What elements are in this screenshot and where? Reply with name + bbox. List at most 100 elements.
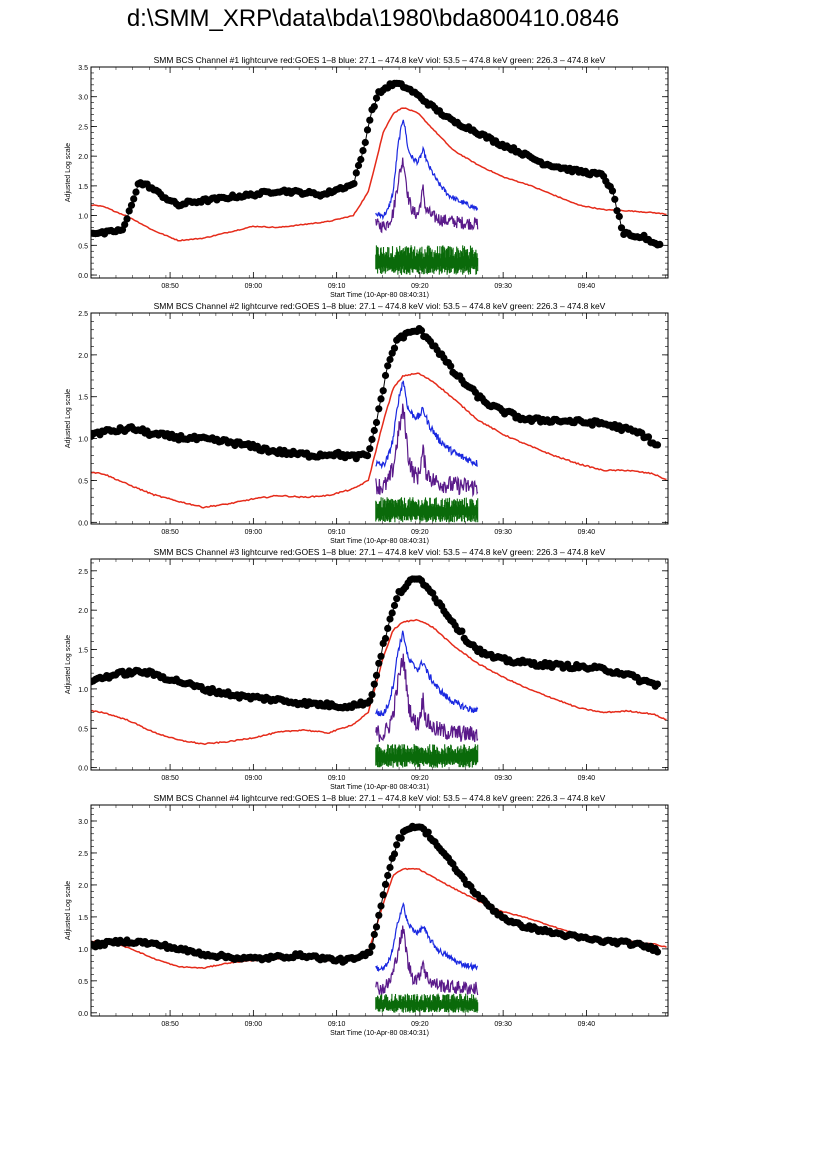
chart-title: SMM BCS Channel #4 lightcurve red:GOES 1…	[154, 793, 606, 803]
data-point	[611, 195, 619, 203]
data-point	[363, 452, 372, 460]
data-point	[375, 405, 383, 413]
plot-area	[91, 325, 667, 523]
x-tick-label: 09:10	[328, 1021, 346, 1028]
data-point	[617, 224, 626, 232]
data-point	[366, 116, 374, 124]
data-point	[352, 169, 360, 177]
x-tick-label: 08:50	[161, 529, 179, 536]
x-tick-label: 09:20	[411, 283, 429, 290]
series-green	[375, 993, 479, 1013]
series-blue	[375, 380, 478, 470]
data-point	[393, 595, 401, 603]
y-tick-label: 0.5	[78, 726, 88, 733]
data-point	[384, 362, 392, 370]
chart-title: SMM BCS Channel #3 lightcurve red:GOES 1…	[154, 547, 606, 557]
data-point	[370, 930, 378, 939]
data-point	[127, 201, 136, 209]
x-tick-label: 09:10	[328, 529, 346, 536]
y-tick-label: 1.5	[78, 184, 88, 191]
y-tick-label: 1.0	[78, 687, 88, 694]
data-point	[393, 841, 401, 849]
plot-frame	[90, 558, 669, 771]
y-tick-label: 1.0	[78, 437, 88, 444]
y-tick-label: 3.0	[78, 819, 88, 826]
plot-frame	[90, 804, 669, 1017]
chart-title: SMM BCS Channel #2 lightcurve red:GOES 1…	[154, 301, 606, 311]
chart-panel-3: SMM BCS Channel #3 lightcurve red:GOES 1…	[65, 547, 669, 791]
x-tick-label: 09:20	[411, 529, 429, 536]
data-point	[381, 634, 390, 643]
series-blue	[375, 630, 479, 717]
y-tick-label: 1.5	[78, 915, 88, 922]
y-tick-label: 0.0	[78, 766, 88, 773]
y-tick-label: 1.0	[78, 947, 88, 954]
data-point	[132, 188, 140, 196]
plot-area	[91, 575, 667, 768]
plot-frame	[90, 312, 669, 525]
data-point	[372, 418, 381, 427]
data-point	[368, 942, 376, 951]
y-tick-label: 2.0	[78, 353, 88, 360]
x-axis-label: Start Time (10-Apr-80 08:40:31)	[330, 1030, 429, 1037]
y-tick-label: 2.0	[78, 608, 88, 615]
x-tick-label: 09:40	[578, 775, 596, 782]
data-point	[121, 221, 129, 229]
data-point	[354, 161, 363, 170]
data-point	[350, 180, 358, 188]
y-tick-label: 0.5	[78, 243, 88, 250]
data-point	[615, 212, 623, 221]
data-point	[375, 911, 383, 919]
plot-frame	[90, 66, 669, 279]
x-tick-label: 09:20	[411, 1021, 429, 1028]
y-axis-label: Adjusted Log scale	[65, 635, 72, 694]
data-point	[381, 880, 390, 889]
chart-panel-1: SMM BCS Channel #1 lightcurve red:GOES 1…	[65, 55, 669, 299]
series-goes	[91, 107, 667, 242]
x-tick-label: 09:30	[494, 529, 512, 536]
x-tick-label: 09:30	[494, 283, 512, 290]
data-point	[397, 834, 405, 842]
x-tick-label: 09:00	[245, 775, 263, 782]
plot-area	[91, 822, 667, 1013]
data-point	[417, 326, 426, 335]
data-point	[447, 362, 455, 370]
data-point	[653, 441, 662, 449]
y-tick-label: 2.0	[78, 883, 88, 890]
data-point	[384, 871, 392, 880]
y-tick-label: 2.5	[78, 124, 88, 131]
data-point	[361, 138, 369, 147]
y-tick-label: 1.5	[78, 648, 88, 655]
y-tick-label: 1.0	[78, 214, 88, 221]
data-point	[429, 589, 437, 597]
y-tick-label: 0.0	[78, 520, 88, 527]
data-point	[653, 948, 662, 956]
series-green	[375, 245, 479, 275]
series-black-line	[91, 825, 658, 963]
y-tick-label: 2.5	[78, 311, 88, 318]
y-tick-label: 3.5	[78, 65, 88, 72]
data-point	[130, 195, 138, 203]
y-tick-label: 0.5	[78, 979, 88, 986]
y-tick-label: 3.0	[78, 95, 88, 102]
data-point	[390, 850, 399, 858]
data-point	[613, 207, 621, 215]
data-point	[377, 652, 385, 660]
data-point	[366, 948, 374, 957]
data-point	[372, 94, 381, 102]
data-point	[379, 891, 387, 899]
data-point	[359, 147, 367, 155]
data-point	[386, 615, 394, 623]
data-point	[372, 671, 381, 680]
data-point	[363, 126, 372, 134]
data-point	[424, 828, 432, 836]
y-axis-label: Adjusted Log scale	[65, 881, 72, 940]
series-green	[375, 497, 479, 523]
x-tick-label: 09:00	[245, 1021, 263, 1028]
data-point	[388, 609, 396, 617]
x-tick-label: 09:20	[411, 775, 429, 782]
y-tick-label: 0.0	[78, 1011, 88, 1018]
x-tick-label: 09:40	[578, 1021, 596, 1028]
plot-area	[91, 79, 667, 275]
data-point	[368, 691, 376, 699]
